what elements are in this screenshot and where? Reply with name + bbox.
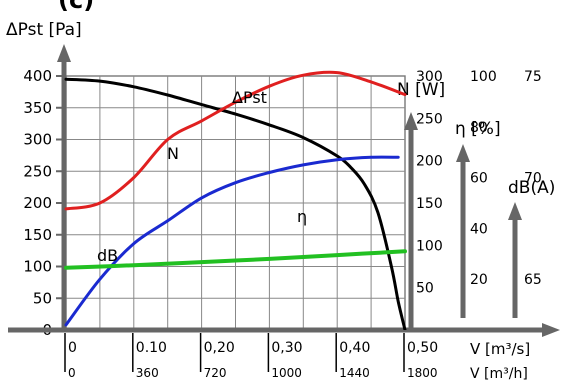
x-tick-label-m3s: 0,30 [271,340,302,356]
power-tick-label: 150 [416,196,443,212]
power-axis [404,112,418,330]
x-tick-label-m3s: 0 [68,340,77,356]
series-label-sound: dB [97,246,118,265]
x-tick-label-m3h: 1440 [339,366,370,380]
power-curve [64,70,407,211]
efficiency-tick-label: 20 [470,272,488,288]
efficiency-axis [456,144,470,318]
series-label-pressure: ΔPst [232,88,267,107]
secondary-tick-labels: 300 250 200 150 100 50 100 80 60 40 20 75 70 65 [416,69,542,297]
y-tick-label: 200 [23,194,52,212]
y-tick-label: 400 [23,67,52,85]
x-tick-label-m3h: 0 [68,366,76,380]
x-axis-label-m3s: V [m³/s] [470,340,530,358]
power-axis-title: N [W] [397,80,445,100]
x-tick-labels: 0 0.10 0,20 0,30 0,40 0,50 0 360 720 1000 1440 1800 [64,333,438,380]
sound-tick-label: 65 [524,272,542,288]
y-tick-label: 350 [23,99,52,117]
y-tick-label: 300 [23,131,52,149]
x-axis-label-m3h: V [m³/h] [470,366,528,382]
power-tick-label: 300 [416,69,443,85]
grid [65,75,406,331]
x-tick-label-m3h: 1800 [407,366,438,380]
series-lines [64,70,407,330]
x-tick-label-m3s: 0,20 [204,340,235,356]
x-tick-label-m3h: 720 [204,366,227,380]
x-tick-label-m3h: 360 [136,366,159,380]
y-tick-label: 250 [23,162,52,180]
sound-axis-title: dB(A) [508,178,555,198]
chart-title-fragment: (c) [58,0,94,14]
sound-curve [64,249,407,270]
y-tick-label: 100 [23,258,52,276]
series-label-efficiency: η [297,207,307,226]
x-tick-label-m3s: 0.10 [136,340,167,356]
x-tick-label-m3h: 1000 [271,366,302,380]
sound-tick-label: 70 [524,171,542,187]
efficiency-tick-label: 80 [470,120,488,136]
efficiency-tick-label: 40 [470,221,488,237]
series-label-power: N [167,144,179,163]
sound-axis [508,202,522,318]
efficiency-tick-label: 60 [470,171,488,187]
power-tick-label: 100 [416,238,443,254]
efficiency-axis-title: η [%] [455,119,501,139]
efficiency-curve [64,155,400,327]
y-axis-title: ΔPst [Pa] [6,20,82,40]
sound-tick-label: 75 [524,69,542,85]
power-tick-label: 250 [416,111,443,127]
power-tick-label: 50 [416,281,434,297]
y-axis [57,44,71,330]
efficiency-tick-label: 100 [470,69,497,85]
x-tick-label-m3s: 0,40 [339,340,370,356]
x-tick-label-m3s: 0,50 [407,340,438,356]
y-tick-label: 50 [33,289,52,307]
y-tick-label: 150 [23,226,52,244]
power-tick-label: 200 [416,154,443,170]
x-axis [8,323,560,337]
